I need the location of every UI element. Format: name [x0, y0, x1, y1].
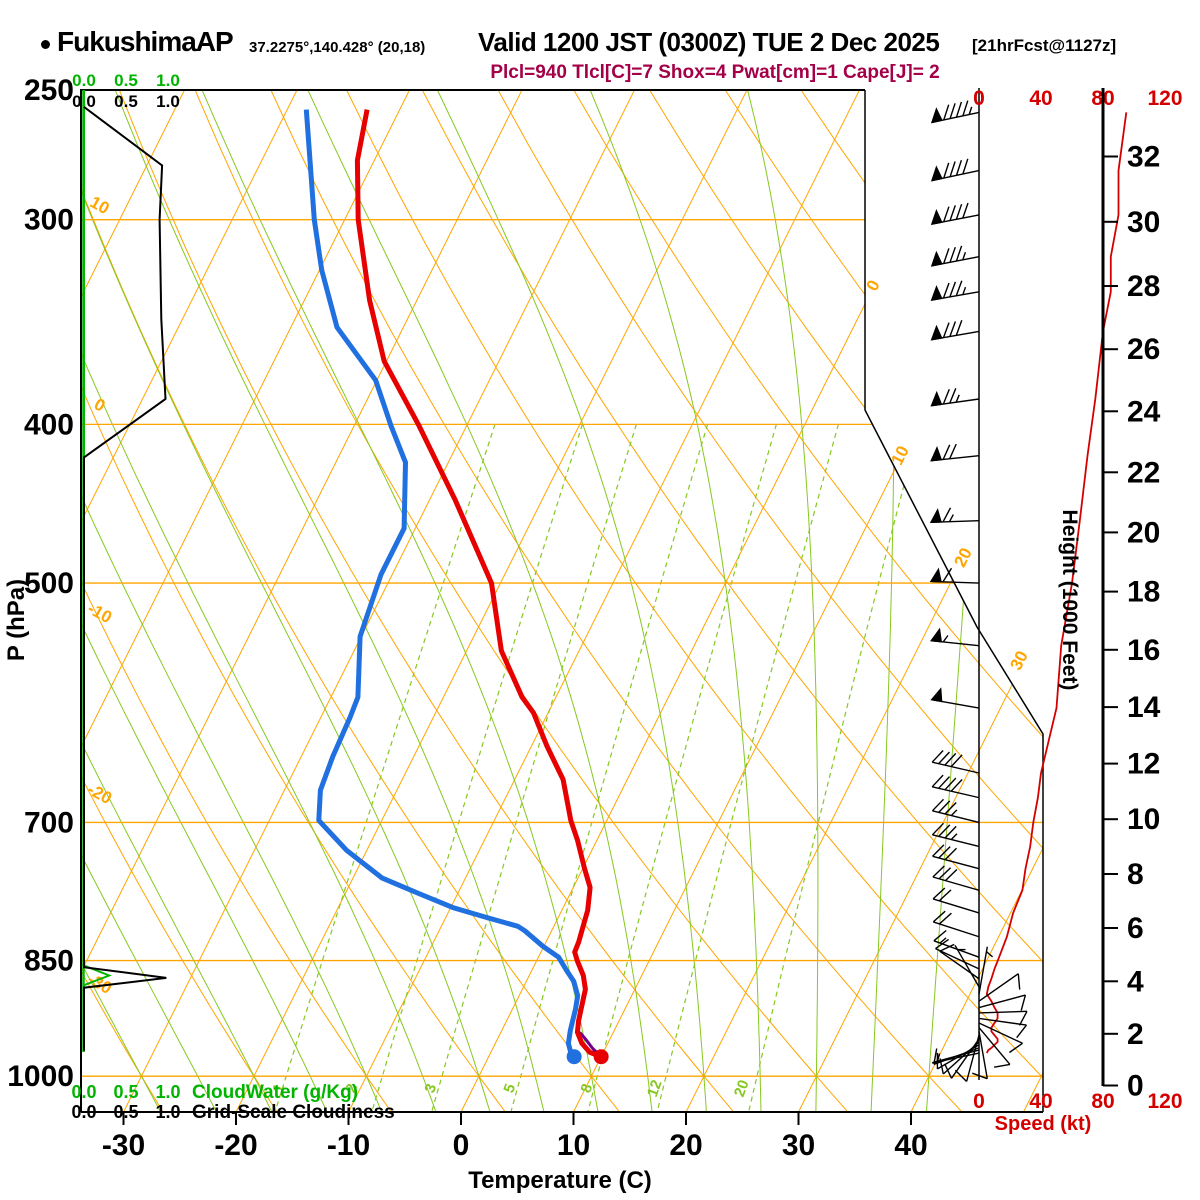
surface-temperature-dot [593, 1049, 609, 1065]
svg-text:14: 14 [1127, 691, 1161, 724]
pressure-axis: 250 300 400 500 700 850 1000 P (hPa) [3, 74, 74, 1093]
svg-text:0.0: 0.0 [72, 71, 96, 90]
svg-text:-30: -30 [102, 1129, 145, 1162]
svg-text:30: 30 [782, 1129, 815, 1162]
svg-text:26: 26 [1127, 333, 1160, 366]
svg-text:-10: -10 [84, 599, 115, 628]
cloudwater-legend: CloudWater (g/Kg) [192, 1082, 358, 1103]
svg-text:40: 40 [894, 1129, 927, 1162]
svg-text:40: 40 [1029, 87, 1052, 110]
svg-text:30: 30 [1127, 206, 1160, 239]
speed-axis: 0040408080120120Speed (kt) [973, 87, 1182, 1135]
dewpoint-curve [303, 109, 581, 1059]
svg-text:20: 20 [669, 1129, 702, 1162]
svg-text:5: 5 [500, 1082, 519, 1096]
temperature-axis: -30 -20 -10 0 10 20 30 40 Temperature (C) [102, 1112, 928, 1194]
svg-text:0: 0 [453, 1129, 470, 1162]
svg-text:8: 8 [1127, 858, 1144, 891]
forecast-tag: [21hrFcst@1127z] [972, 36, 1117, 55]
svg-text:120: 120 [1147, 1090, 1182, 1113]
svg-text:4: 4 [1127, 965, 1144, 998]
pressure-grid-lines [81, 219, 1043, 1077]
svg-text:10: 10 [557, 1129, 590, 1162]
wind-barbs [929, 100, 1028, 1082]
svg-text:250: 250 [24, 74, 74, 107]
svg-text:1.0: 1.0 [155, 1082, 180, 1102]
svg-text:28: 28 [1127, 270, 1160, 303]
svg-text:1.0: 1.0 [156, 71, 180, 90]
svg-text:8: 8 [577, 1082, 596, 1096]
svg-text:-20: -20 [214, 1129, 257, 1162]
svg-text:0.5: 0.5 [113, 1082, 138, 1102]
svg-text:24: 24 [1127, 395, 1161, 428]
station-coordinates: 37.2275°,140.428° (20,18) [249, 39, 426, 56]
svg-text:12: 12 [644, 1078, 666, 1099]
svg-text:0: 0 [1127, 1070, 1144, 1103]
surface-dewpoint-dot [566, 1049, 582, 1065]
mixing-ratio-lines [274, 424, 921, 1112]
svg-text:0: 0 [973, 87, 985, 110]
temperature-curve [354, 109, 603, 1060]
svg-text:1.0: 1.0 [155, 1102, 180, 1122]
cloudiness-legend: Grid-Scale Cloudiness [192, 1102, 395, 1123]
station-bullet-icon [41, 40, 50, 49]
height-axis-title: Height (1000 Feet) [1058, 510, 1081, 691]
svg-text:18: 18 [1127, 576, 1160, 609]
plot-frame [80, 89, 1044, 1113]
cloudiness-profile [83, 106, 167, 1051]
sounding-parameters: Plcl=940 Tlcl[C]=7 Shox=4 Pwat[cm]=1 Cap… [490, 62, 940, 83]
svg-text:32: 32 [1127, 141, 1160, 174]
speed-axis-title: Speed (kt) [995, 1113, 1092, 1135]
svg-text:22: 22 [1127, 456, 1160, 489]
svg-text:0: 0 [91, 395, 108, 416]
svg-text:0.5: 0.5 [113, 1102, 138, 1122]
svg-text:6: 6 [1127, 912, 1144, 945]
svg-text:850: 850 [24, 945, 74, 978]
svg-text:1.0: 1.0 [156, 92, 180, 111]
svg-text:-20: -20 [84, 780, 115, 809]
svg-text:20: 20 [731, 1078, 753, 1099]
svg-text:-10: -10 [327, 1129, 370, 1162]
svg-text:500: 500 [24, 567, 74, 600]
svg-text:0.5: 0.5 [114, 92, 138, 111]
svg-text:10: 10 [887, 443, 913, 468]
dry-adiabat-labels: 100-10-20-30 [84, 192, 115, 997]
svg-text:20: 20 [1127, 516, 1160, 549]
svg-text:400: 400 [24, 408, 74, 441]
moist-adiabat-lines [81, 90, 995, 1112]
station-name: FukushimaAP [57, 26, 234, 57]
cloudwater-profile [83, 90, 112, 1051]
svg-text:0.0: 0.0 [71, 1102, 96, 1122]
svg-text:700: 700 [24, 806, 74, 839]
svg-text:0: 0 [973, 1090, 985, 1113]
svg-text:2: 2 [1127, 1018, 1144, 1051]
svg-text:16: 16 [1127, 634, 1160, 667]
svg-text:30: 30 [1006, 648, 1032, 673]
svg-text:0.5: 0.5 [114, 71, 138, 90]
cloud-scale-bottom: 0.0 0.5 1.0 CloudWater (g/Kg) 0.0 0.5 1.0 Grid-… [71, 1082, 394, 1123]
svg-text:80: 80 [1091, 1090, 1114, 1113]
svg-text:0.0: 0.0 [71, 1082, 96, 1102]
svg-text:12: 12 [1127, 748, 1160, 781]
pressure-axis-title: P (hPa) [3, 579, 30, 661]
svg-text:20: 20 [950, 545, 976, 570]
svg-text:120: 120 [1147, 87, 1182, 110]
speed-curve [985, 112, 1128, 1054]
svg-text:300: 300 [24, 204, 74, 237]
svg-text:40: 40 [1029, 1090, 1052, 1113]
svg-text:3: 3 [421, 1082, 440, 1096]
temperature-axis-title: Temperature (C) [468, 1167, 652, 1194]
svg-text:10: 10 [1127, 803, 1160, 836]
valid-time-label: Valid 1200 JST (0300Z) TUE 2 Dec 2025 [478, 27, 940, 57]
svg-text:1000: 1000 [7, 1060, 74, 1093]
